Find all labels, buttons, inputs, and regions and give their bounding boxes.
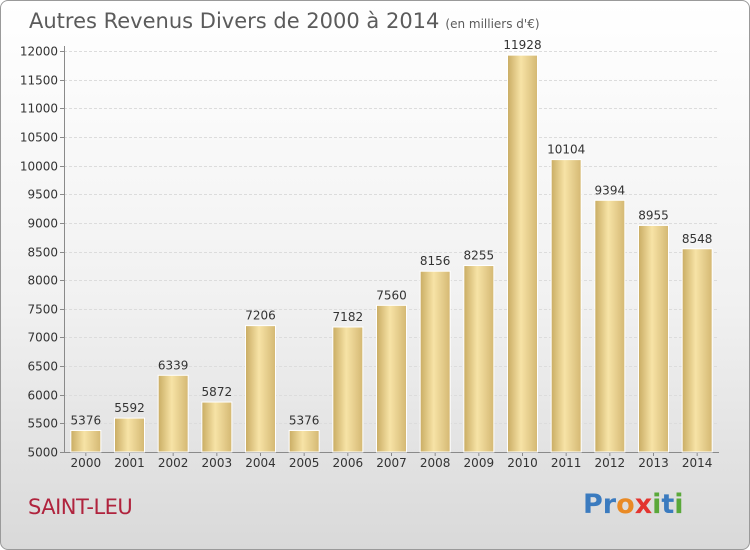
logo-letter: o bbox=[616, 489, 635, 520]
y-tick-label: 5000 bbox=[27, 446, 58, 460]
logo-letter: i bbox=[674, 489, 684, 520]
y-tick-label: 5500 bbox=[27, 417, 58, 431]
labels: 5000 5500 6000 6500 7000 7500 8000 8500 9000 9500… bbox=[20, 38, 713, 470]
x-tick-label: 2014 bbox=[682, 456, 713, 470]
x-tick-label: 2013 bbox=[638, 456, 669, 470]
data-label: 8548 bbox=[682, 232, 713, 246]
y-tick-label: 11000 bbox=[20, 102, 58, 116]
y-tick-label: 8000 bbox=[27, 274, 58, 288]
logo-letter: i bbox=[652, 489, 662, 520]
town-name: SAINT-LEU bbox=[28, 495, 133, 519]
data-label: 5872 bbox=[202, 385, 233, 399]
title-text: Autres Revenus Divers de 2000 à 2014 bbox=[29, 9, 440, 33]
x-tick-label: 2012 bbox=[595, 456, 626, 470]
chart-title: Autres Revenus Divers de 2000 à 2014 (en … bbox=[29, 9, 540, 33]
bar bbox=[507, 54, 538, 453]
y-tick-label: 9500 bbox=[27, 188, 58, 202]
data-label: 10104 bbox=[547, 143, 585, 157]
x-tick-label: 2009 bbox=[464, 456, 495, 470]
y-tick-label: 12000 bbox=[20, 45, 58, 59]
data-label: 5592 bbox=[114, 401, 145, 415]
data-label: 8255 bbox=[464, 249, 495, 263]
logo-letter: P bbox=[583, 489, 603, 520]
bar bbox=[463, 265, 495, 453]
data-label: 7182 bbox=[333, 310, 364, 324]
data-label: 8955 bbox=[638, 208, 669, 222]
data-label: 6339 bbox=[158, 358, 189, 372]
y-tick-label: 11500 bbox=[20, 74, 58, 88]
bar bbox=[201, 401, 233, 453]
bar bbox=[550, 159, 582, 453]
bar bbox=[681, 248, 713, 453]
bar bbox=[157, 374, 189, 453]
x-tick-label: 2010 bbox=[507, 456, 538, 470]
bar bbox=[419, 270, 451, 453]
y-tick-label: 7000 bbox=[27, 331, 58, 345]
proxiti-logo: Proxiti bbox=[583, 489, 684, 520]
data-label: 7560 bbox=[376, 288, 407, 302]
x-tick-label: 2006 bbox=[333, 456, 364, 470]
x-tick-label: 2000 bbox=[71, 456, 102, 470]
bar bbox=[70, 429, 102, 453]
x-tick-label: 2005 bbox=[289, 456, 320, 470]
logo-letter: x bbox=[634, 489, 653, 520]
x-tick-label: 2011 bbox=[551, 456, 582, 470]
y-tick-label: 10000 bbox=[20, 160, 58, 174]
logo-letter: r bbox=[602, 489, 617, 520]
bar bbox=[594, 199, 626, 453]
data-label: 5376 bbox=[289, 413, 320, 427]
data-label: 5376 bbox=[71, 413, 102, 427]
data-label: 11928 bbox=[503, 38, 541, 52]
data-label: 7206 bbox=[245, 309, 276, 323]
x-tick-label: 2001 bbox=[114, 456, 145, 470]
bar bbox=[638, 224, 669, 453]
y-tick-label: 10500 bbox=[20, 131, 58, 145]
x-tick-label: 2004 bbox=[245, 456, 276, 470]
bar bbox=[114, 417, 145, 453]
data-label: 9394 bbox=[595, 183, 626, 197]
data-label: 8156 bbox=[420, 254, 451, 268]
x-tick-label: 2003 bbox=[202, 456, 233, 470]
title-unit: (en milliers d'€) bbox=[445, 17, 540, 31]
bar bbox=[245, 325, 276, 453]
y-tick-label: 6000 bbox=[27, 389, 58, 403]
bar bbox=[332, 326, 364, 453]
y-tick-label: 7500 bbox=[27, 303, 58, 317]
logo-letter: t bbox=[661, 489, 675, 520]
x-tick-label: 2007 bbox=[376, 456, 407, 470]
x-tick-label: 2008 bbox=[420, 456, 451, 470]
bars bbox=[70, 54, 713, 453]
x-tick-label: 2002 bbox=[158, 456, 189, 470]
y-tick-label: 6500 bbox=[27, 360, 58, 374]
y-tick-label: 8500 bbox=[27, 246, 58, 260]
y-tick-label: 9000 bbox=[27, 217, 58, 231]
bar bbox=[376, 304, 407, 453]
bar bbox=[288, 429, 320, 453]
